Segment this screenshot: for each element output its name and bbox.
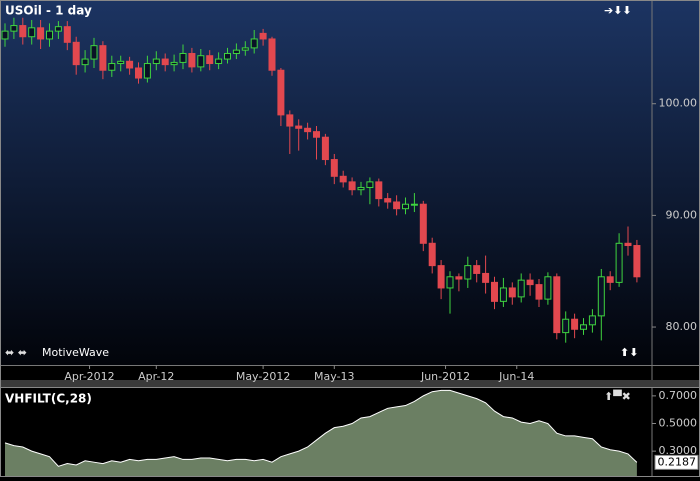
candle-body bbox=[553, 276, 561, 334]
candle-body bbox=[241, 47, 249, 51]
area-fill bbox=[5, 390, 637, 476]
price-pane bbox=[1, 1, 652, 365]
last-value-label: 0.2187 bbox=[658, 455, 697, 468]
price-axis bbox=[652, 1, 699, 365]
candle-body bbox=[437, 265, 445, 289]
y-tick-label: 0.3000 bbox=[659, 444, 698, 457]
candle-body bbox=[455, 276, 463, 280]
candle-body bbox=[508, 287, 516, 298]
candle-body bbox=[348, 181, 356, 191]
candle-body bbox=[393, 201, 401, 210]
x-tick-label: May-13 bbox=[314, 370, 355, 383]
candle-body bbox=[99, 45, 107, 71]
last-value-box bbox=[654, 454, 699, 470]
candle-body bbox=[250, 38, 258, 49]
x-tick-label: May-2012 bbox=[236, 370, 291, 383]
candle-body bbox=[37, 27, 45, 40]
candle-body bbox=[633, 245, 641, 278]
indicator-icons[interactable]: ⬆▀✖ bbox=[604, 389, 631, 403]
brand: MotiveWave bbox=[42, 346, 109, 359]
candle-body bbox=[410, 203, 418, 206]
candle-body bbox=[126, 60, 134, 69]
candle-body bbox=[28, 27, 36, 38]
candle-body bbox=[499, 287, 507, 302]
candle-body bbox=[544, 276, 552, 300]
candle-body bbox=[10, 25, 18, 32]
candle-body bbox=[304, 127, 312, 133]
candle-body bbox=[215, 58, 223, 65]
candle-body bbox=[597, 276, 605, 317]
candle-body bbox=[428, 242, 436, 267]
indicator-title: VHFILT(C,28) bbox=[5, 392, 92, 406]
x-tick-label: Apr-2012 bbox=[64, 370, 114, 383]
candle-body bbox=[313, 131, 320, 138]
candle-body bbox=[580, 324, 587, 330]
candle-body bbox=[170, 61, 178, 66]
scroll-icon[interactable]: ⬌ ⬌ bbox=[5, 346, 27, 359]
candle-body bbox=[277, 69, 285, 116]
candle-body bbox=[179, 52, 187, 63]
candle-body bbox=[330, 159, 338, 177]
candle-body bbox=[562, 318, 570, 334]
candle-body bbox=[1, 30, 9, 40]
candle-body bbox=[295, 125, 303, 129]
candle-body bbox=[224, 52, 231, 60]
candle-body bbox=[464, 265, 472, 280]
candle-body bbox=[161, 58, 169, 66]
candle-body bbox=[624, 242, 632, 247]
y-tick-label: 90.00 bbox=[666, 208, 698, 221]
candle-body bbox=[90, 45, 98, 60]
candle-body bbox=[188, 52, 196, 68]
pane-icons[interactable]: ➔⬇⬇ bbox=[604, 4, 632, 17]
candle-body bbox=[384, 198, 392, 203]
candle-body bbox=[571, 318, 579, 330]
candle-body bbox=[339, 175, 347, 183]
candle-body bbox=[366, 181, 374, 188]
candle-body bbox=[526, 279, 534, 286]
candle-body bbox=[143, 63, 151, 79]
candle-body bbox=[268, 38, 276, 71]
candle-body bbox=[152, 58, 160, 65]
candle-body bbox=[197, 55, 205, 68]
chart-title: USOil - 1 day bbox=[5, 4, 92, 18]
candle-body bbox=[446, 276, 454, 289]
y-tick-label: 0.7000 bbox=[659, 389, 698, 402]
candle-body bbox=[232, 49, 240, 54]
candle-body bbox=[117, 60, 125, 65]
x-tick-label: Apr-12 bbox=[138, 370, 174, 383]
candle-body bbox=[259, 32, 267, 40]
candle-body bbox=[535, 284, 543, 300]
x-tick-label: Jun-2012 bbox=[420, 370, 470, 383]
candle-body bbox=[135, 67, 142, 79]
area-line bbox=[4, 389, 638, 467]
candle-body bbox=[63, 26, 71, 43]
candle-body bbox=[491, 281, 498, 302]
candle-body bbox=[19, 25, 27, 38]
candle-body bbox=[46, 30, 53, 40]
candle-body bbox=[402, 203, 409, 210]
candle-body bbox=[81, 58, 89, 66]
candle-body bbox=[321, 136, 329, 161]
candle-body bbox=[375, 181, 383, 200]
candle-body bbox=[72, 41, 80, 66]
candle-body bbox=[615, 242, 623, 283]
candle-body bbox=[108, 63, 116, 71]
candle-body bbox=[419, 203, 427, 244]
candle-body bbox=[286, 114, 294, 127]
candle-body bbox=[482, 272, 490, 283]
candle-body bbox=[357, 186, 365, 191]
candle-body bbox=[473, 265, 481, 274]
candle-body bbox=[206, 55, 214, 65]
candle-body bbox=[606, 276, 614, 283]
candle-body bbox=[54, 26, 62, 32]
scale-icons[interactable]: ⬆⬇ bbox=[620, 346, 638, 359]
y-tick-label: 100.00 bbox=[659, 97, 698, 110]
y-tick-label: 80.00 bbox=[666, 320, 698, 333]
pane-divider bbox=[0, 380, 700, 388]
candle-body bbox=[588, 315, 596, 326]
y-tick-label: 0.5000 bbox=[659, 417, 698, 430]
candle-body bbox=[517, 279, 525, 298]
x-tick-label: Jun-14 bbox=[498, 370, 534, 383]
